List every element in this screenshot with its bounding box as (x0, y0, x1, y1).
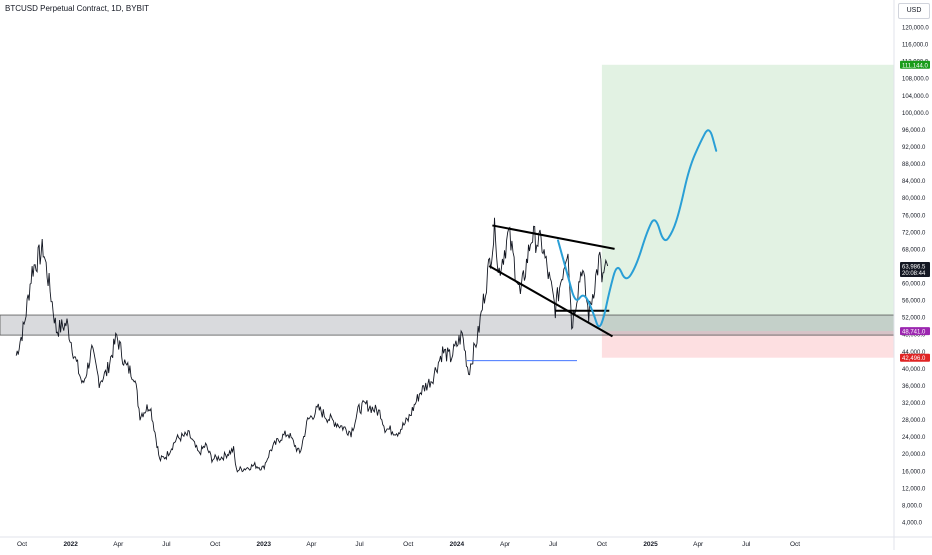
x-tick-label: Jul (355, 541, 364, 548)
target-profit-zone (601, 64, 894, 332)
y-tick-label: 88,000.0 (902, 162, 926, 168)
x-tick-label: Oct (597, 541, 607, 548)
y-tick-label: 120,000.0 (902, 26, 929, 32)
price-label-badge (900, 262, 930, 278)
x-tick-label: 2024 (450, 541, 465, 548)
y-tick-label: 28,000.0 (902, 418, 926, 424)
y-tick-label: 44,000.0 (902, 350, 926, 356)
x-tick-label: Apr (306, 541, 317, 548)
y-tick-label: 92,000.0 (902, 145, 926, 151)
channel-line-2 (488, 265, 613, 338)
y-tick-label: 16,000.0 (902, 469, 926, 475)
y-tick-label: 108,000.0 (902, 77, 929, 83)
y-tick-label: 56,000.0 (902, 299, 926, 305)
x-tick-label: 2025 (643, 541, 658, 548)
stop-loss-zone (601, 331, 894, 358)
y-tick-label: 60,000.0 (902, 282, 926, 288)
y-tick-label: 36,000.0 (902, 384, 926, 390)
y-tick-label: 48,000.0 (902, 333, 926, 339)
projection-path (557, 129, 718, 328)
price-label-badge (900, 353, 930, 362)
price-label-subtext: 20:08:44 (902, 271, 926, 277)
x-tick-label: Oct (403, 541, 413, 548)
x-tick-label: Jul (549, 541, 558, 548)
x-tick-label: Jul (742, 541, 751, 548)
y-tick-label: 116,000.0 (902, 43, 929, 49)
y-tick-label: 104,000.0 (902, 94, 929, 100)
x-tick-label: 2022 (63, 541, 78, 548)
price-label-text: 48,741.0 (902, 330, 926, 336)
support-zone (0, 314, 895, 336)
y-tick-label: 76,000.0 (902, 213, 926, 219)
y-tick-label: 52,000.0 (902, 316, 926, 322)
y-tick-label: 12,000.0 (902, 486, 926, 492)
x-tick-label: Apr (113, 541, 124, 548)
x-tick-label: Apr (500, 541, 511, 548)
y-tick-label: 24,000.0 (902, 435, 926, 441)
y-tick-label: 80,000.0 (902, 196, 926, 202)
y-tick-label: 8,000.0 (902, 503, 923, 509)
x-tick-label: Jul (162, 541, 171, 548)
x-tick-label: Oct (17, 541, 27, 548)
price-label-text: 42,496.0 (902, 356, 926, 362)
price-label-badge (900, 327, 930, 336)
currency-button[interactable]: USD (898, 3, 930, 19)
price-series-line (15, 217, 609, 473)
x-tick-label: Oct (790, 541, 800, 548)
y-tick-label: 72,000.0 (902, 230, 926, 236)
x-tick-label: Oct (210, 541, 220, 548)
y-tick-label: 100,000.0 (902, 111, 929, 117)
price-label-badge (900, 60, 930, 69)
channel-line-1 (492, 224, 615, 250)
y-tick-label: 96,000.0 (902, 128, 926, 134)
y-tick-label: 32,000.0 (902, 401, 926, 407)
y-tick-label: 40,000.0 (902, 367, 926, 373)
y-tick-label: 68,000.0 (902, 247, 926, 253)
x-tick-label: 2023 (257, 541, 272, 548)
y-tick-label: 20,000.0 (902, 452, 926, 458)
y-tick-label: 4,000.0 (902, 521, 923, 527)
x-tick-label: Apr (693, 541, 704, 548)
y-tick-label: 84,000.0 (902, 179, 926, 185)
price-label-text: 111,144.0 (902, 63, 928, 69)
price-label-text: 63,986.5 (902, 265, 926, 271)
chart-title: BTCUSD Perpetual Contract, 1D, BYBIT (5, 4, 150, 13)
